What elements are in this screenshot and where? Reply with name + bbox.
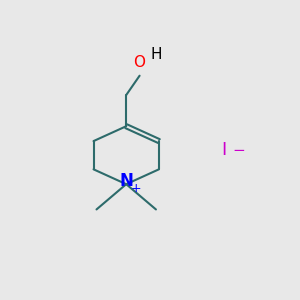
Text: H: H (150, 47, 162, 62)
Text: I: I (222, 141, 227, 159)
Text: −: − (233, 142, 245, 158)
Text: +: + (130, 182, 141, 195)
Text: N: N (119, 172, 133, 190)
Text: O: O (134, 55, 146, 70)
